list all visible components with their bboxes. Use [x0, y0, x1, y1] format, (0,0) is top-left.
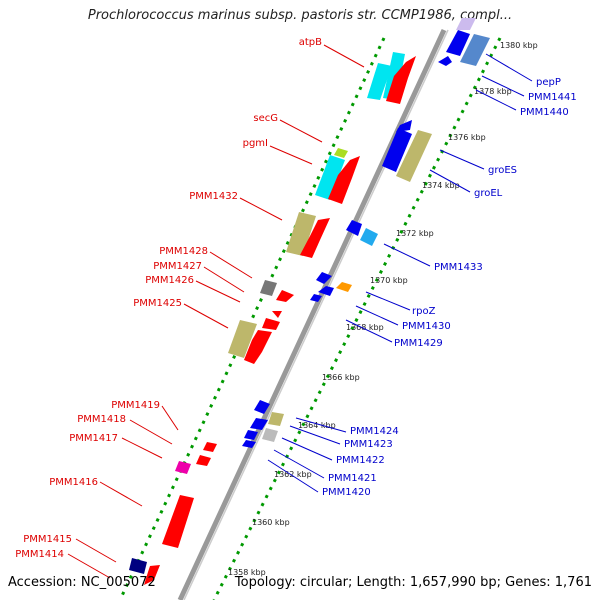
gene-PMM1424-blue-a [254, 400, 270, 414]
reverse-genes [242, 18, 490, 448]
gene-label-right[interactable]: PMM1429 [394, 338, 443, 349]
genome-backbone [177, 28, 447, 600]
inner-tick-rail [212, 37, 502, 600]
kbp-label: 1372 kbp [396, 229, 434, 238]
gene-PMM1426-red [272, 311, 282, 318]
gene-PMM1419-red [203, 442, 217, 452]
gene-label-right[interactable]: PMM1440 [520, 107, 569, 118]
gene-label-right[interactable]: PMM1433 [434, 262, 483, 273]
gene-groEL-khaki [396, 130, 432, 182]
gene-label-left[interactable]: PMM1417 [69, 433, 118, 444]
kbp-label: 1362 kbp [274, 470, 312, 479]
gene-PMM1422-blue [244, 430, 258, 440]
gene-label-right[interactable]: PMM1430 [402, 321, 451, 332]
gene-label-left[interactable]: PMM1427 [153, 261, 202, 272]
topology-text: Topology: circular; Length: 1,657,990 bp… [234, 575, 592, 590]
gene-PMM1421-blue [242, 440, 256, 448]
kbp-labels: 1380 kbp 1378 kbp 1376 kbp 1374 kbp 1372… [228, 41, 538, 577]
gene-lightblue [460, 34, 490, 66]
left-gene-labels: atpB secG pgmI PMM1432 PMM1428 PMM1427 P… [15, 37, 322, 560]
gene-pgmI-red [328, 156, 360, 204]
kbp-label: 1374 kbp [422, 181, 460, 190]
gene-lilac [456, 18, 476, 30]
gene-PMM1430-a [316, 272, 332, 284]
gene-PMM1432-khaki [286, 212, 316, 256]
kbp-label: 1380 kbp [500, 41, 538, 50]
leader-lines-left [67, 44, 365, 579]
gene-secG [334, 148, 348, 158]
gene-label-right[interactable]: PMM1423 [344, 439, 393, 450]
gene-label-left[interactable]: PMM1415 [23, 534, 72, 545]
gene-label-left[interactable]: PMM1428 [159, 246, 208, 257]
gene-label-right[interactable]: rpoZ [412, 306, 436, 317]
gene-PMM1424-khaki [268, 412, 284, 426]
gene-label-right[interactable]: groES [488, 165, 517, 176]
gene-PMM1418-red [196, 455, 211, 466]
gene-label-left[interactable]: PMM1418 [77, 414, 126, 425]
gene-label-right[interactable]: PMM1421 [328, 473, 377, 484]
gene-PMM1430-b [318, 286, 334, 296]
gene-groEL-blue [382, 128, 412, 172]
gene-PMM1416-red [162, 495, 194, 548]
forward-genes [129, 52, 416, 585]
gene-PMM1423-gray [262, 428, 278, 442]
leader-lines-right [267, 53, 533, 493]
gene-rpoZ [336, 282, 352, 292]
gene-pgmI-cyan [315, 155, 345, 200]
kbp-label: 1376 kbp [448, 133, 486, 142]
gene-PMM1417-magenta [175, 461, 191, 474]
gene-PMM1429 [310, 294, 322, 302]
gene-PMM1424-blue-b [250, 418, 268, 430]
kbp-label: 1360 kbp [252, 518, 290, 527]
kbp-label: 1366 kbp [322, 373, 360, 382]
genome-backbone-shadow [183, 29, 449, 600]
gene-label-right[interactable]: PMM1441 [528, 92, 577, 103]
gene-label-left[interactable]: PMM1414 [15, 549, 64, 560]
gene-PMM1428-gray [260, 280, 277, 296]
gene-label-right[interactable]: groEL [474, 188, 503, 199]
gene-label-right[interactable]: PMM1420 [322, 487, 371, 498]
gene-PMM1427-red [276, 290, 294, 302]
kbp-label: 1368 kbp [346, 323, 384, 332]
gene-forward-atp [386, 56, 416, 104]
gene-label-left[interactable]: PMM1425 [133, 298, 182, 309]
gene-PMM1425-red-small [262, 318, 280, 330]
gene-label-left[interactable]: secG [253, 113, 278, 124]
gene-PMM1433-blue [346, 220, 362, 236]
gene-label-right[interactable]: PMM1424 [350, 426, 399, 437]
kbp-label: 1370 kbp [370, 276, 408, 285]
kbp-label: 1378 kbp [474, 87, 512, 96]
gene-PMM1414-red [144, 565, 160, 585]
right-gene-labels: pepP PMM1441 PMM1440 groES groEL PMM1433… [322, 77, 577, 498]
gene-PMM1425-red [244, 330, 272, 364]
gene-label-right[interactable]: PMM1422 [336, 455, 385, 466]
gene-label-left[interactable]: atpB [299, 37, 322, 48]
gene-label-left[interactable]: pgmI [243, 138, 268, 149]
kbp-label: 1358 kbp [228, 568, 266, 577]
gene-PMM1441 [438, 56, 452, 66]
gene-PMM1415-navy [129, 558, 147, 574]
gene-pepP-blue [446, 30, 470, 56]
gene-atpB-cyan-b [367, 63, 392, 100]
map-title: Prochlorococcus marinus subsp. pastoris … [87, 8, 513, 23]
kbp-label: 1364 kbp [298, 421, 336, 430]
gene-label-right[interactable]: pepP [536, 77, 561, 88]
gene-PMM1425-khaki [228, 320, 257, 358]
gene-label-left[interactable]: PMM1432 [189, 191, 238, 202]
gene-label-left[interactable]: PMM1416 [49, 477, 98, 488]
accession-text: Accession: NC_005072 [8, 575, 156, 590]
gene-PMM1433-cyan [360, 228, 378, 246]
gene-label-left[interactable]: PMM1426 [145, 275, 194, 286]
gene-PMM1432-red [300, 218, 330, 258]
outer-tick-rail [118, 37, 386, 600]
gene-label-left[interactable]: PMM1419 [111, 400, 160, 411]
